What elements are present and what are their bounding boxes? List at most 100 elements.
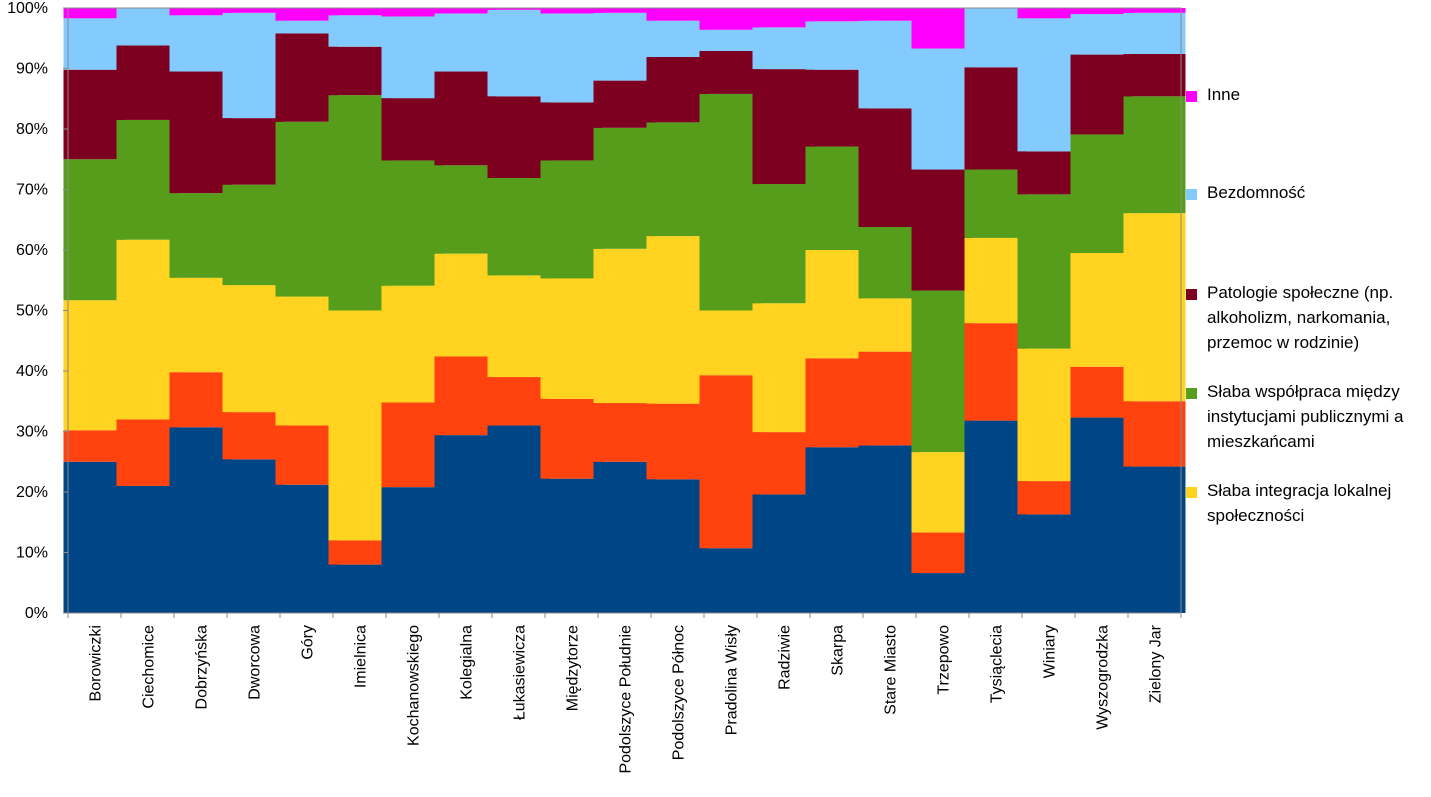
bar-segment bbox=[805, 358, 868, 448]
bar-segment bbox=[699, 375, 762, 549]
bar-segment bbox=[63, 461, 126, 613]
bar-segment bbox=[169, 277, 232, 373]
legend-swatch-wspolpraca bbox=[1186, 388, 1197, 399]
bar-segment bbox=[964, 237, 1027, 324]
bar-segment bbox=[805, 250, 868, 359]
bar-segment bbox=[487, 96, 550, 179]
bar-segment bbox=[911, 8, 974, 49]
x-category-label: Dobrzyńska bbox=[194, 625, 211, 710]
x-category-label: Kochanowskiego bbox=[406, 625, 423, 746]
bar-segment bbox=[805, 146, 868, 250]
bar-segment bbox=[858, 108, 921, 228]
bar-segment bbox=[699, 50, 762, 94]
bar-segment bbox=[646, 8, 709, 21]
bar-segment bbox=[116, 119, 179, 240]
bar-segment bbox=[328, 310, 391, 541]
bars bbox=[63, 8, 1186, 613]
bar-segment bbox=[911, 290, 974, 453]
bar-segment bbox=[328, 540, 391, 565]
bar-segment bbox=[434, 71, 497, 166]
bar-segment bbox=[540, 102, 603, 161]
bar-segment bbox=[911, 169, 974, 291]
y-tick-label: 30% bbox=[16, 424, 48, 441]
bar-segment bbox=[381, 16, 444, 99]
bar-segment bbox=[116, 8, 179, 46]
bar-segment bbox=[593, 248, 656, 404]
y-tick-label: 80% bbox=[16, 121, 48, 138]
bar-segment bbox=[381, 98, 444, 161]
y-tick-label: 100% bbox=[7, 0, 48, 17]
bar-segment bbox=[434, 13, 497, 72]
bar-segment bbox=[63, 430, 126, 462]
bar-segment bbox=[169, 427, 232, 613]
x-category-label: Międzytorze bbox=[565, 625, 582, 711]
bar-segment bbox=[328, 46, 391, 96]
legend-label-inne: Inne bbox=[1207, 85, 1241, 104]
bar-segment bbox=[964, 420, 1027, 613]
bar-segment bbox=[540, 278, 603, 399]
bar-segment bbox=[487, 178, 550, 276]
legend-label-bezdomnosc: Bezdomność bbox=[1207, 183, 1306, 202]
bar-segment bbox=[434, 8, 497, 14]
axes bbox=[63, 7, 1182, 618]
legend-swatch-integracja bbox=[1186, 487, 1197, 498]
x-category-label: Łukasiewicza bbox=[512, 625, 529, 720]
bar-segment bbox=[328, 95, 391, 311]
bar-segment bbox=[964, 67, 1027, 170]
bar-segment bbox=[964, 8, 1027, 68]
bar-segment bbox=[487, 377, 550, 426]
x-category-label: Borowiczki bbox=[88, 625, 105, 701]
bar-segment bbox=[540, 478, 603, 613]
bar-segment bbox=[169, 8, 232, 16]
bar-segment bbox=[1123, 401, 1186, 467]
bar-segment bbox=[1070, 14, 1133, 55]
bar-segment bbox=[752, 494, 815, 613]
bar-segment bbox=[805, 8, 868, 22]
bar-segment bbox=[1123, 53, 1186, 97]
bar-segment bbox=[805, 21, 868, 70]
bar-segment bbox=[222, 184, 285, 286]
legend-label-wspolpraca: Słaba współpraca między instytucjami pub… bbox=[1207, 382, 1404, 451]
bar-segment bbox=[1017, 348, 1080, 482]
x-category-label: Winiary bbox=[1042, 625, 1059, 678]
bar-segment bbox=[752, 69, 815, 185]
bar-segment bbox=[116, 45, 179, 120]
bar-segment bbox=[593, 403, 656, 462]
bar-segment bbox=[540, 398, 603, 479]
bar-segment bbox=[222, 8, 285, 13]
bar-segment bbox=[63, 300, 126, 431]
bar-segment bbox=[275, 296, 338, 426]
y-tick-label: 20% bbox=[16, 484, 48, 501]
x-category-label: Dworcowa bbox=[247, 625, 264, 700]
legend-swatch-bezdomnosc bbox=[1186, 189, 1197, 200]
bar-segment bbox=[646, 479, 709, 613]
x-category-label: Skarpa bbox=[830, 625, 847, 676]
bar-segment bbox=[63, 8, 126, 19]
bar-segment bbox=[1123, 96, 1186, 214]
bar-segment bbox=[116, 239, 179, 420]
x-category-label: Stare Miasto bbox=[883, 625, 900, 715]
bar-segment bbox=[275, 8, 338, 21]
x-category-label: Góry bbox=[300, 625, 317, 660]
bar-segment bbox=[487, 275, 550, 378]
bar-segment bbox=[646, 403, 709, 480]
y-tick-label: 60% bbox=[16, 242, 48, 259]
y-tick-label: 70% bbox=[16, 182, 48, 199]
x-category-label: Trzepowo bbox=[936, 625, 953, 695]
x-category-label: Zielony Jar bbox=[1148, 624, 1165, 703]
bar-segment bbox=[328, 15, 391, 47]
legend-swatch-patologie bbox=[1186, 289, 1197, 300]
bar-segment bbox=[1017, 514, 1080, 613]
bar-segment bbox=[593, 8, 656, 13]
x-category-label: Podolszyce Północ bbox=[671, 625, 688, 760]
bar-segment bbox=[858, 298, 921, 352]
bar-segment bbox=[540, 8, 603, 14]
bar-segment bbox=[964, 169, 1027, 238]
bar-segment bbox=[911, 452, 974, 533]
bar-segment bbox=[911, 573, 974, 613]
y-tick-label: 40% bbox=[16, 363, 48, 380]
bar-segment bbox=[858, 8, 921, 21]
bar-segment bbox=[858, 20, 921, 109]
bar-segment bbox=[1017, 8, 1080, 19]
bar-segment bbox=[487, 8, 550, 10]
